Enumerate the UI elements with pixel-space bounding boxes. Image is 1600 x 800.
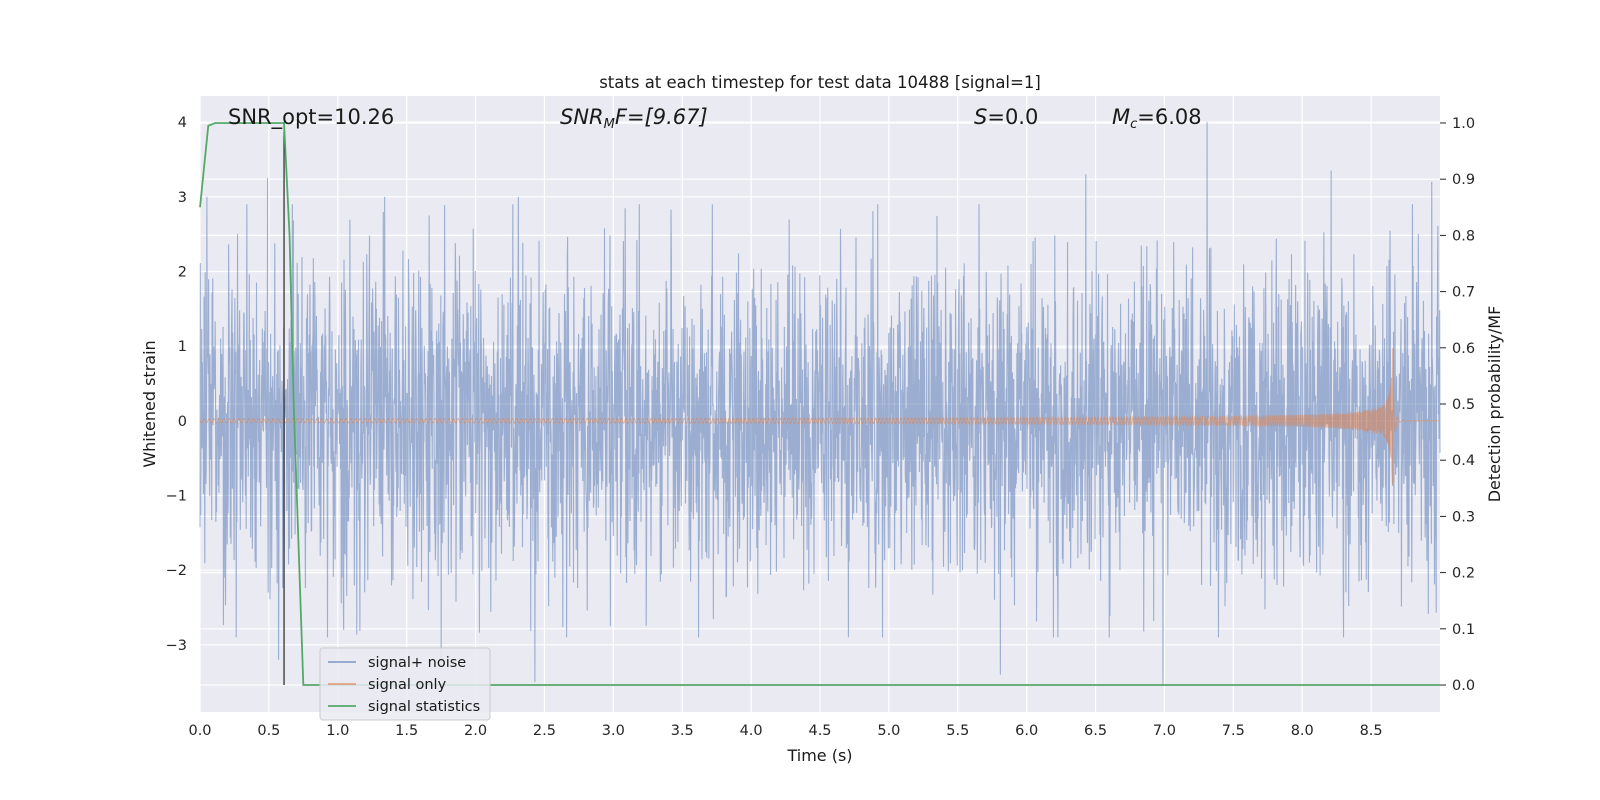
- annotation-s-value: =0.0: [987, 105, 1038, 129]
- x-tick-label: 6.0: [1015, 723, 1038, 739]
- x-tick-label: 2.0: [464, 723, 487, 739]
- x-tick-label: 1.0: [326, 723, 349, 739]
- x-tick-label: 3.0: [602, 723, 625, 739]
- x-tick-label: 5.0: [877, 723, 900, 739]
- y-tick-label-left: −1: [166, 488, 187, 504]
- y-tick-label-right: 0.0: [1452, 678, 1475, 694]
- annotation-mc: Mc=6.08: [1112, 105, 1202, 132]
- series-signal-noise-line: [199, 122, 1441, 686]
- x-tick-label: 1.5: [395, 723, 418, 739]
- y-tick-label-right: 0.5: [1452, 397, 1475, 413]
- legend-box: [319, 647, 491, 721]
- y-tick-label-right: 0.7: [1452, 285, 1475, 301]
- annotation-mc-subscript: c: [1130, 117, 1137, 132]
- legend: signal+ noise signal only signal statistic…: [319, 647, 491, 721]
- y-tick-label-right: 1.0: [1452, 116, 1475, 132]
- annotation-snr-mf-value: F=[9.67]: [615, 105, 708, 129]
- y-tick-label-left: 2: [178, 264, 187, 280]
- y-axis-label-right: Detection probability/MF: [1485, 306, 1504, 503]
- y-tick-label-right: 0.6: [1452, 341, 1475, 357]
- chart-title: stats at each timestep for test data 104…: [599, 73, 1041, 92]
- annotation-snr-opt: SNR_opt=10.26: [228, 105, 394, 130]
- x-tick-label: 0.0: [188, 723, 211, 739]
- y-tick-label-left: 0: [178, 414, 187, 430]
- annotation-s-symbol: S: [974, 105, 987, 129]
- x-tick-label: 5.5: [946, 723, 969, 739]
- annotation-snr-mf: SNRMF=[9.67]: [560, 105, 708, 132]
- y-tick-label-left: 3: [178, 190, 187, 206]
- x-tick-label: 7.5: [1222, 723, 1245, 739]
- y-tick-label-right: 0.1: [1452, 622, 1475, 638]
- y-axis-label-left: Whitened strain: [140, 340, 159, 467]
- legend-entry-label: signal only: [368, 677, 447, 693]
- x-tick-label: 3.5: [671, 723, 694, 739]
- y-tick-label-right: 0.2: [1452, 566, 1475, 582]
- plot-area: [199, 122, 1441, 686]
- annotation-snr-mf-subscript: M: [604, 117, 615, 132]
- y-tick-label-right: 0.8: [1452, 228, 1475, 244]
- x-tick-label: 0.5: [257, 723, 280, 739]
- annotation-mc-value: =6.08: [1137, 105, 1201, 129]
- legend-entry-label: signal+ noise: [368, 655, 466, 671]
- x-tick-label: 8.0: [1291, 723, 1314, 739]
- ticks: 0.0 0.5 1.0 1.5 2.0 2.5 3.0 3.5 4.0 4.5 5.0 5.5 6.0 6…: [166, 115, 1475, 739]
- x-tick-label: 4.5: [808, 723, 831, 739]
- legend-entry-label: signal statistics: [368, 699, 480, 715]
- y-tick-label-right: 0.9: [1452, 172, 1475, 188]
- annotation-mc-symbol: M: [1112, 105, 1130, 129]
- x-tick-label: 7.0: [1153, 723, 1176, 739]
- x-axis-label: Time (s): [786, 746, 852, 765]
- series-signal-statistics-line: [199, 122, 1440, 686]
- annotation-s: S=0.0: [974, 105, 1038, 129]
- x-tick-label: 4.0: [740, 723, 763, 739]
- y-tick-label-left: 4: [178, 115, 187, 131]
- x-tick-label: 2.5: [533, 723, 556, 739]
- y-tick-label-right: 0.3: [1452, 509, 1475, 525]
- y-tick-label-left: −2: [166, 563, 187, 579]
- x-tick-label: 8.5: [1360, 723, 1383, 739]
- y-tick-label-left: −3: [166, 638, 187, 654]
- y-tick-label-right: 0.4: [1452, 453, 1475, 469]
- y-tick-label-left: 1: [178, 339, 187, 355]
- annotation-snr-mf-symbol: SNR: [560, 105, 604, 129]
- x-tick-label: 6.5: [1084, 723, 1107, 739]
- series-signal-only-line: [199, 348, 1440, 485]
